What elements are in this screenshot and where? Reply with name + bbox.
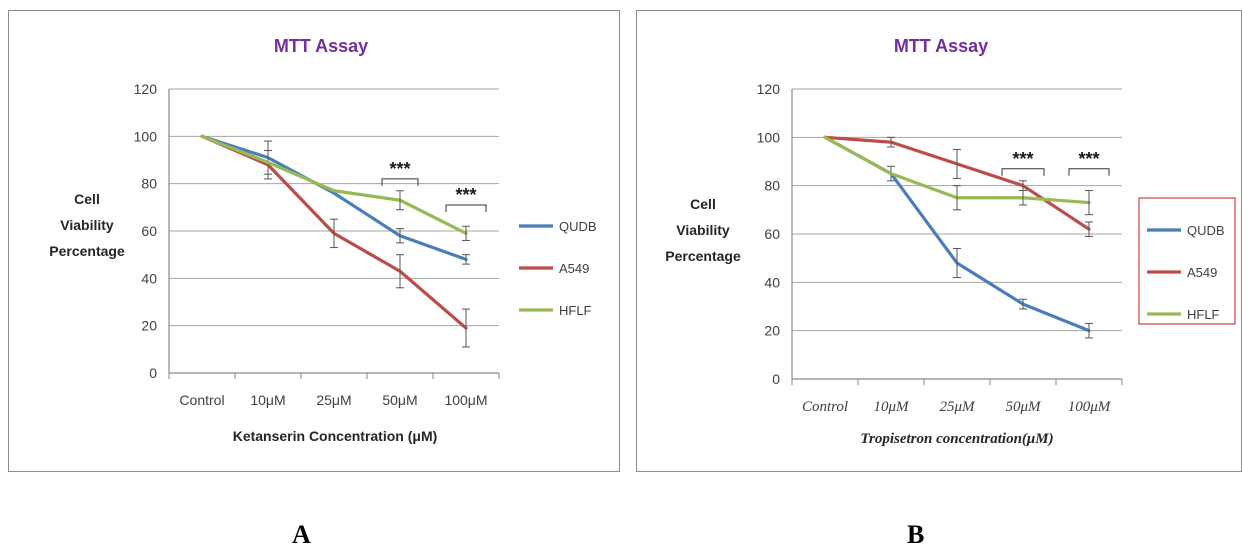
chart-a-significance-label: *** <box>389 159 410 179</box>
chart-a-legend-label: A549 <box>559 261 589 276</box>
chart-b-ytick-label: 80 <box>764 178 780 194</box>
chart-a-legend-label: QUDB <box>559 219 597 234</box>
chart-b-ytick-label: 120 <box>757 81 781 97</box>
chart-panel-a: MTT Assay 0 20 40 60 80 100 120 Control 10μM 25μM 5… <box>8 10 620 472</box>
chart-a-xtick-label: Control <box>179 392 224 408</box>
chart-b-ytick-label: 60 <box>764 226 780 242</box>
chart-a-xtick-label: 50μM <box>382 392 417 408</box>
chart-b-significance-bracket <box>1068 168 1110 176</box>
chart-a-ytick-label: 0 <box>149 365 157 381</box>
chart-b-svg: MTT Assay 0 20 40 60 80 100 120 Control 10μM 25μM 5… <box>665 36 1236 447</box>
chart-b-ytick-label: 20 <box>764 323 780 339</box>
chart-b-xtick-label: 25μM <box>939 399 976 415</box>
chart-b-ylabel-line: Cell <box>690 196 716 212</box>
chart-b-significance-label: *** <box>1078 149 1099 169</box>
chart-a-ylabel-line: Percentage <box>49 243 125 259</box>
chart-b-legend-box <box>1138 197 1236 325</box>
chart-b-xtick-label: 50μM <box>1005 399 1042 415</box>
chart-b-legend-label: QUDB <box>1187 223 1225 238</box>
chart-a-ytick-label: 80 <box>141 176 157 192</box>
panel-label-a: A <box>292 520 311 549</box>
chart-b-xlabel: Tropisetron concentration(μM) <box>860 431 1053 447</box>
chart-b-ylabel-line: Viability <box>676 222 730 238</box>
chart-a-ytick-label: 60 <box>141 223 157 239</box>
chart-b-ytick-label: 100 <box>757 129 781 145</box>
chart-a-ytick-label: 20 <box>141 318 157 334</box>
chart-b-significance-bracket <box>1001 168 1045 176</box>
chart-a-significance-label: *** <box>455 185 476 205</box>
chart-b-title: MTT Assay <box>894 36 988 56</box>
chart-b-ytick-label: 0 <box>772 371 780 387</box>
chart-a-significance-bracket <box>445 204 487 212</box>
chart-a-ylabel-line: Cell <box>74 191 100 207</box>
chart-a-ytick-label: 100 <box>134 128 158 144</box>
chart-a-series-line-hflf <box>200 134 468 235</box>
chart-a-significance-bracket <box>381 178 419 186</box>
chart-b-significance-label: *** <box>1012 149 1033 169</box>
chart-a-svg: MTT Assay 0 20 40 60 80 100 120 Control 10μM 25μM 5… <box>49 36 597 444</box>
chart-b-xtick-label: 100μM <box>1068 399 1112 415</box>
chart-b-ylabel-line: Percentage <box>665 248 741 264</box>
chart-b-legend-label: HFLF <box>1187 307 1220 322</box>
chart-a-title: MTT Assay <box>274 36 368 56</box>
chart-a-ytick-label: 120 <box>134 81 158 97</box>
chart-b-ytick-label: 40 <box>764 274 780 290</box>
chart-a-xtick-label: 10μM <box>250 392 285 408</box>
chart-a-legend-label: HFLF <box>559 303 592 318</box>
chart-b-xtick-label: 10μM <box>873 399 910 415</box>
chart-a-ylabel-line: Viability <box>60 217 114 233</box>
chart-a-xtick-label: 100μM <box>444 392 487 408</box>
panel-label-b: B <box>907 520 925 549</box>
chart-a-series-line-qudb <box>200 134 468 261</box>
chart-b-xtick-label: Control <box>802 399 848 415</box>
chart-a-xtick-label: 25μM <box>316 392 351 408</box>
chart-a-xlabel: Ketanserin Concentration (μM) <box>233 428 438 444</box>
chart-a-ytick-label: 40 <box>141 270 157 286</box>
chart-panel-b: MTT Assay 0 20 40 60 80 100 120 Control 10μM 25μM 5… <box>636 10 1242 472</box>
chart-b-legend-label: A549 <box>1187 265 1217 280</box>
